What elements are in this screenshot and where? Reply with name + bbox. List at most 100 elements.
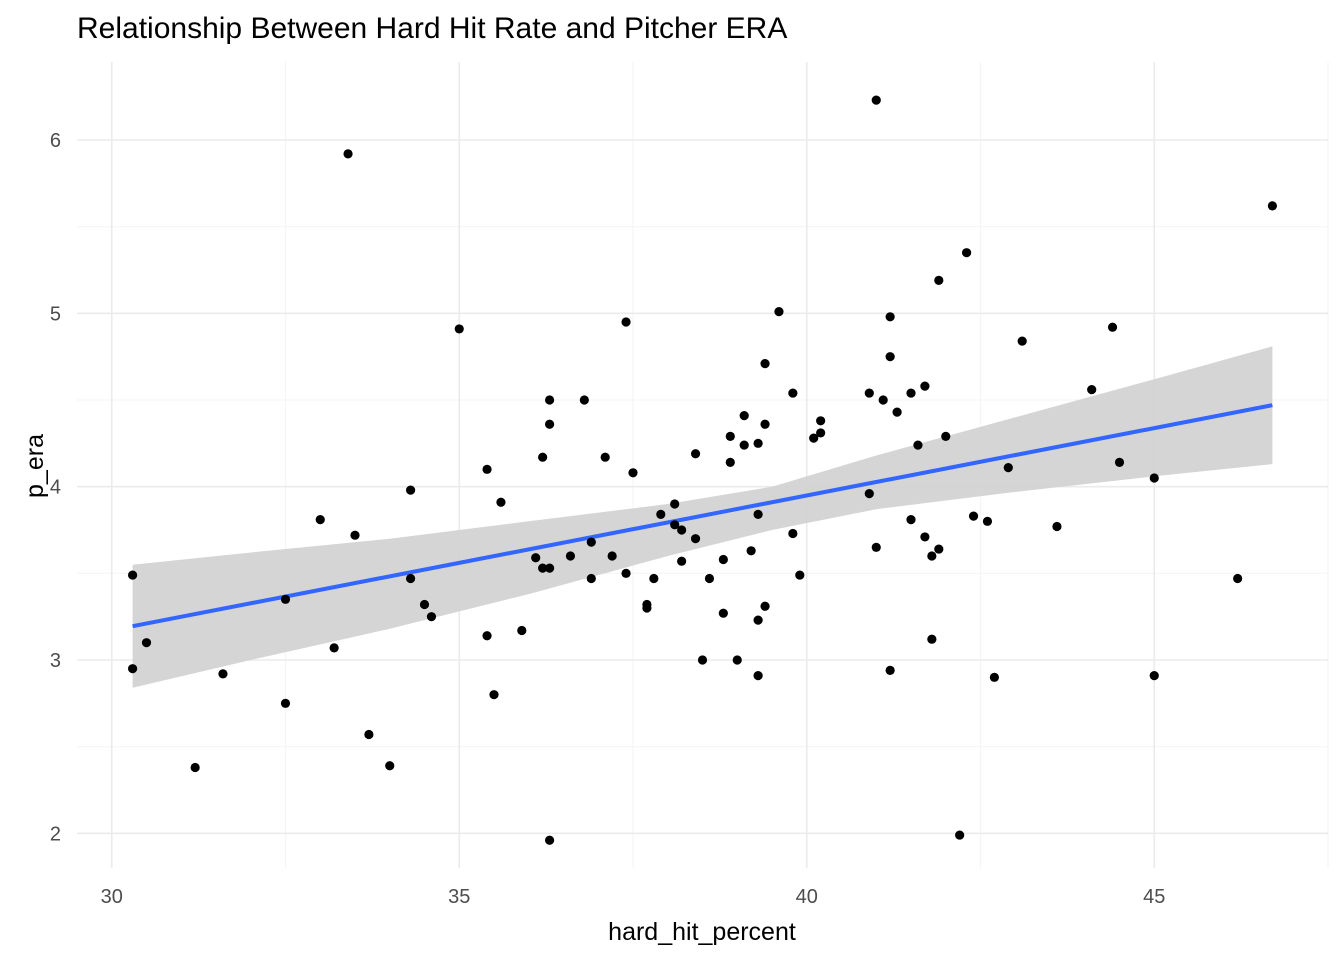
data-point (489, 690, 499, 700)
x-tick-label: 30 (101, 886, 123, 908)
data-point (545, 563, 555, 573)
data-point (128, 570, 138, 580)
data-point (816, 416, 826, 426)
data-point (906, 388, 916, 398)
data-point (649, 573, 659, 584)
data-point (600, 452, 610, 462)
data-point (934, 544, 944, 554)
y-tick-label: 3 (50, 650, 61, 672)
trend-line (132, 403, 1273, 629)
data-point (746, 546, 756, 556)
data-point (419, 599, 430, 610)
data-point (1003, 463, 1013, 473)
data-point (545, 395, 555, 405)
data-point (1052, 521, 1062, 532)
data-point (531, 553, 541, 563)
x-tick-label: 35 (448, 886, 470, 908)
data-point (920, 532, 930, 542)
data-point (350, 530, 360, 540)
data-point (982, 516, 993, 526)
data-point (871, 95, 881, 105)
data-point (538, 563, 548, 573)
data-point (280, 698, 291, 708)
data-point (753, 671, 763, 681)
y-axis-title: p_era (21, 434, 49, 498)
x-tick-label: 45 (1143, 886, 1165, 908)
data-point (878, 395, 888, 405)
data-point (962, 248, 972, 258)
data-point (739, 440, 749, 450)
data-point (586, 573, 596, 584)
data-point (704, 573, 715, 584)
data-point (454, 324, 464, 334)
data-point (913, 440, 923, 450)
data-point (1107, 322, 1118, 332)
data-point (218, 669, 228, 679)
data-point (329, 643, 339, 653)
data-point (315, 515, 325, 525)
data-point (864, 489, 874, 499)
data-point (1017, 336, 1027, 346)
data-point (718, 608, 728, 618)
data-point (579, 395, 589, 405)
data-point (690, 449, 701, 459)
data-point (927, 551, 937, 561)
data-point (1114, 457, 1125, 467)
data-point (697, 655, 708, 665)
data-point (482, 464, 492, 474)
data-point (621, 568, 631, 578)
data-point (725, 457, 735, 467)
data-point (1087, 385, 1097, 395)
data-point (753, 615, 763, 625)
data-point (1233, 573, 1243, 584)
data-point (774, 307, 784, 317)
data-point (809, 433, 819, 443)
data-point (565, 551, 576, 561)
data-point (343, 149, 353, 159)
data-point (677, 556, 687, 566)
data-point (739, 411, 749, 421)
data-point (545, 835, 555, 845)
data-point (426, 612, 437, 622)
data-points (128, 95, 1277, 845)
y-tick-label: 4 (50, 477, 61, 499)
data-point (545, 419, 555, 429)
data-point (482, 631, 492, 641)
data-point (690, 534, 701, 544)
data-point (128, 664, 138, 674)
data-point (955, 830, 965, 840)
data-point (892, 407, 902, 417)
data-point (788, 528, 798, 539)
data-point (788, 388, 798, 398)
data-point (795, 570, 805, 580)
data-point (656, 509, 666, 519)
x-tick-label: 40 (796, 886, 818, 908)
data-point (906, 515, 916, 525)
data-point (871, 542, 881, 552)
data-point (1149, 671, 1159, 681)
data-point (621, 317, 631, 327)
data-point (190, 762, 200, 773)
trend-line-layer (132, 403, 1273, 629)
data-point (1149, 473, 1159, 483)
y-tick-label: 6 (50, 130, 61, 152)
data-point (496, 497, 506, 507)
data-point (725, 431, 735, 441)
data-point (670, 499, 680, 509)
data-point (1267, 201, 1277, 211)
chart-title: Relationship Between Hard Hit Rate and P… (77, 12, 788, 45)
data-point (517, 625, 527, 636)
data-point (141, 638, 152, 648)
data-point (280, 594, 291, 604)
data-point (406, 573, 416, 584)
data-point (586, 537, 596, 547)
data-point (968, 511, 979, 521)
data-point (538, 452, 548, 462)
data-point (941, 431, 951, 441)
data-point (628, 468, 638, 478)
data-point (607, 551, 617, 561)
x-axis-title: hard_hit_percent (608, 918, 796, 946)
data-point (406, 485, 416, 495)
